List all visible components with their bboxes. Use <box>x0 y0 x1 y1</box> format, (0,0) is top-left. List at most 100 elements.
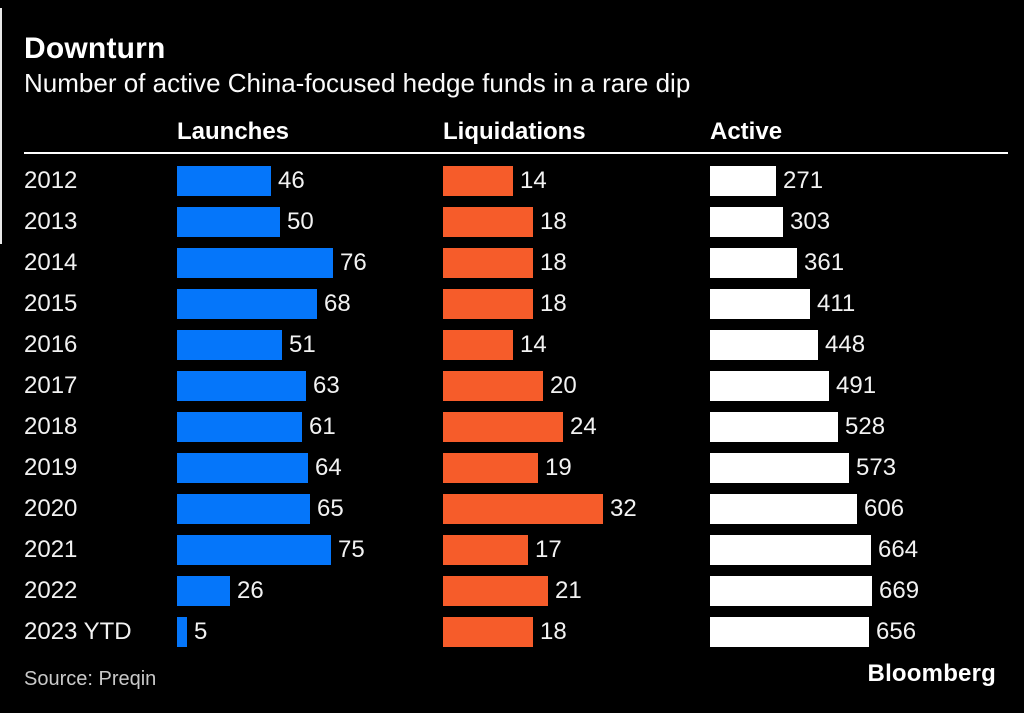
active-bar <box>710 165 776 196</box>
launches-cell: 68 <box>177 283 351 324</box>
row-year-label: 2019 <box>24 453 78 481</box>
liquidations-value: 18 <box>540 207 567 235</box>
chart-title: Downturn <box>24 32 166 65</box>
table-row: 2021 75 17 664 <box>0 529 1024 570</box>
liquidations-cell: 18 <box>443 283 567 324</box>
row-year-label: 2020 <box>24 494 78 522</box>
row-year-label: 2016 <box>24 330 78 358</box>
row-year-label: 2021 <box>24 535 78 563</box>
liquidations-cell: 20 <box>443 365 577 406</box>
table-row: 2018 61 24 528 <box>0 406 1024 447</box>
liquidations-cell: 18 <box>443 201 567 242</box>
launches-bar <box>177 370 306 401</box>
liquidations-cell: 14 <box>443 160 547 201</box>
active-cell: 664 <box>710 529 918 570</box>
active-cell: 606 <box>710 488 904 529</box>
active-cell: 271 <box>710 160 823 201</box>
launches-cell: 5 <box>177 611 207 652</box>
row-year-label: 2013 <box>24 207 78 235</box>
liquidations-cell: 21 <box>443 570 582 611</box>
active-value: 528 <box>845 412 886 440</box>
active-bar <box>710 206 783 237</box>
active-bar <box>710 452 849 483</box>
row-year-label: 2015 <box>24 289 78 317</box>
active-bar <box>710 329 818 360</box>
table-row: 2017 63 20 491 <box>0 365 1024 406</box>
liquidations-value: 20 <box>550 371 577 399</box>
column-header-launches: Launches <box>177 118 290 145</box>
active-value: 411 <box>817 289 856 317</box>
row-year-label: 2012 <box>24 166 78 194</box>
liquidations-bar <box>443 206 533 237</box>
active-value: 606 <box>864 494 905 522</box>
launches-value: 65 <box>317 494 344 522</box>
liquidations-cell: 14 <box>443 324 547 365</box>
liquidations-value: 18 <box>540 248 567 276</box>
launches-value: 26 <box>237 576 264 604</box>
active-cell: 303 <box>710 201 830 242</box>
launches-cell: 46 <box>177 160 305 201</box>
liquidations-value: 18 <box>540 617 567 645</box>
row-year-label: 2018 <box>24 412 78 440</box>
active-bar <box>710 534 871 565</box>
launches-bar <box>177 534 331 565</box>
launches-bar <box>177 452 308 483</box>
active-cell: 491 <box>710 365 876 406</box>
chart-rows: 2012 46 14 271 2013 50 18 303 2014 76 18 361 2015 68 1… <box>0 160 1024 652</box>
liquidations-value: 32 <box>610 494 637 522</box>
liquidations-bar <box>443 370 543 401</box>
launches-cell: 75 <box>177 529 365 570</box>
liquidations-bar <box>443 165 513 196</box>
launches-value: 51 <box>289 330 316 358</box>
liquidations-cell: 19 <box>443 447 572 488</box>
active-cell: 669 <box>710 570 919 611</box>
liquidations-value: 24 <box>570 412 597 440</box>
liquidations-cell: 18 <box>443 242 567 283</box>
launches-cell: 76 <box>177 242 367 283</box>
active-cell: 361 <box>710 242 844 283</box>
row-year-label: 2014 <box>24 248 78 276</box>
launches-cell: 26 <box>177 570 264 611</box>
liquidations-value: 14 <box>520 166 547 194</box>
table-row: 2023 YTD 5 18 656 <box>0 611 1024 652</box>
bloomberg-logo: Bloomberg <box>867 660 996 687</box>
liquidations-cell: 18 <box>443 611 567 652</box>
active-cell: 528 <box>710 406 885 447</box>
column-header-liquidations: Liquidations <box>443 118 586 145</box>
launches-cell: 63 <box>177 365 340 406</box>
active-bar <box>710 411 838 442</box>
liquidations-value: 19 <box>545 453 572 481</box>
launches-value: 76 <box>340 248 367 276</box>
launches-bar <box>177 247 333 278</box>
table-row: 2022 26 21 669 <box>0 570 1024 611</box>
launches-bar <box>177 493 310 524</box>
active-value: 448 <box>825 330 866 358</box>
active-bar <box>710 575 872 606</box>
liquidations-bar <box>443 288 533 319</box>
launches-bar <box>177 288 317 319</box>
active-cell: 411 <box>710 283 855 324</box>
chart-subtitle: Number of active China-focused hedge fun… <box>24 68 691 98</box>
launches-value: 46 <box>278 166 305 194</box>
liquidations-value: 14 <box>520 330 547 358</box>
launches-value: 75 <box>338 535 365 563</box>
launches-bar <box>177 329 282 360</box>
liquidations-cell: 24 <box>443 406 597 447</box>
active-cell: 573 <box>710 447 896 488</box>
launches-value: 64 <box>315 453 342 481</box>
active-cell: 656 <box>710 611 916 652</box>
launches-value: 5 <box>194 617 208 645</box>
launches-cell: 50 <box>177 201 314 242</box>
active-value: 271 <box>783 166 824 194</box>
table-row: 2012 46 14 271 <box>0 160 1024 201</box>
liquidations-bar <box>443 329 513 360</box>
launches-value: 68 <box>324 289 351 317</box>
liquidations-value: 17 <box>535 535 562 563</box>
liquidations-bar <box>443 534 528 565</box>
launches-bar <box>177 575 230 606</box>
liquidations-cell: 17 <box>443 529 562 570</box>
launches-bar <box>177 616 187 647</box>
table-row: 2020 65 32 606 <box>0 488 1024 529</box>
launches-bar <box>177 411 302 442</box>
liquidations-bar <box>443 411 563 442</box>
